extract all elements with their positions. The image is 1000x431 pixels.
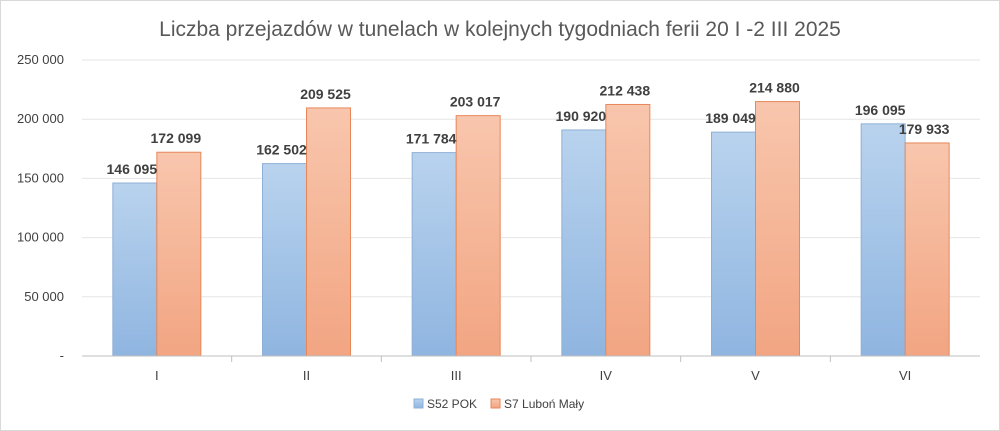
legend: S52 POK S7 Luboń Mały — [413, 397, 584, 411]
data-labels: 146 095 172 099 162 502 209 525 171 784 203 0… — [107, 80, 950, 177]
bar-s52-pok — [112, 182, 158, 357]
data-label: 203 017 — [450, 94, 501, 110]
x-tick-label: III — [451, 368, 462, 383]
x-tick-label: V — [751, 368, 760, 383]
bar-s7-lubon-maly — [904, 142, 950, 357]
bar-s52-pok — [411, 152, 457, 357]
y-tick-label: - — [60, 348, 64, 363]
x-tick-label: VI — [899, 368, 911, 383]
y-tick-label: 50 000 — [24, 289, 64, 304]
bar-s7-lubon-maly — [306, 107, 351, 357]
legend-swatch — [413, 398, 424, 409]
data-label: 172 099 — [151, 130, 202, 146]
gridlines — [82, 59, 980, 298]
x-axis: I II III IV V VI — [82, 355, 980, 383]
data-label: 190 920 — [556, 108, 607, 124]
y-tick-label: 100 000 — [17, 230, 64, 245]
bar-s7-lubon-maly — [605, 103, 651, 357]
data-label: 209 525 — [300, 86, 351, 102]
legend-label: S7 Luboń Mały — [504, 397, 584, 411]
legend-label: S52 POK — [427, 397, 477, 411]
data-label: 214 880 — [749, 80, 800, 96]
data-label: 189 049 — [705, 110, 756, 126]
bar-s52-pok — [561, 129, 607, 357]
bar-s52-pok — [711, 131, 756, 357]
bar-s7-lubon-maly — [455, 115, 501, 357]
y-axis-ticks: - 50 000 100 000 150 000 200 000 250 000 — [17, 52, 64, 363]
data-label: 146 095 — [107, 161, 158, 177]
bar-s52-pok — [262, 163, 307, 357]
data-label: 171 784 — [406, 131, 457, 147]
legend-swatch — [490, 398, 501, 409]
bar-s52-pok — [860, 123, 906, 357]
data-label: 162 502 — [256, 142, 307, 158]
x-tick-label: II — [303, 368, 310, 383]
y-tick-label: 200 000 — [17, 111, 64, 126]
data-label: 196 095 — [855, 102, 906, 118]
y-tick-label: 250 000 — [17, 52, 64, 67]
bars — [112, 101, 950, 357]
bar-s7-lubon-maly — [755, 101, 800, 357]
bar-s7-lubon-maly — [156, 151, 202, 357]
y-tick-label: 150 000 — [17, 170, 64, 185]
x-tick-label: IV — [600, 368, 613, 383]
data-label: 179 933 — [899, 121, 950, 137]
x-tick-label: I — [155, 368, 159, 383]
data-label: 212 438 — [600, 82, 651, 98]
chart-title: Liczba przejazdów w tunelach w kolejnych… — [159, 18, 841, 41]
